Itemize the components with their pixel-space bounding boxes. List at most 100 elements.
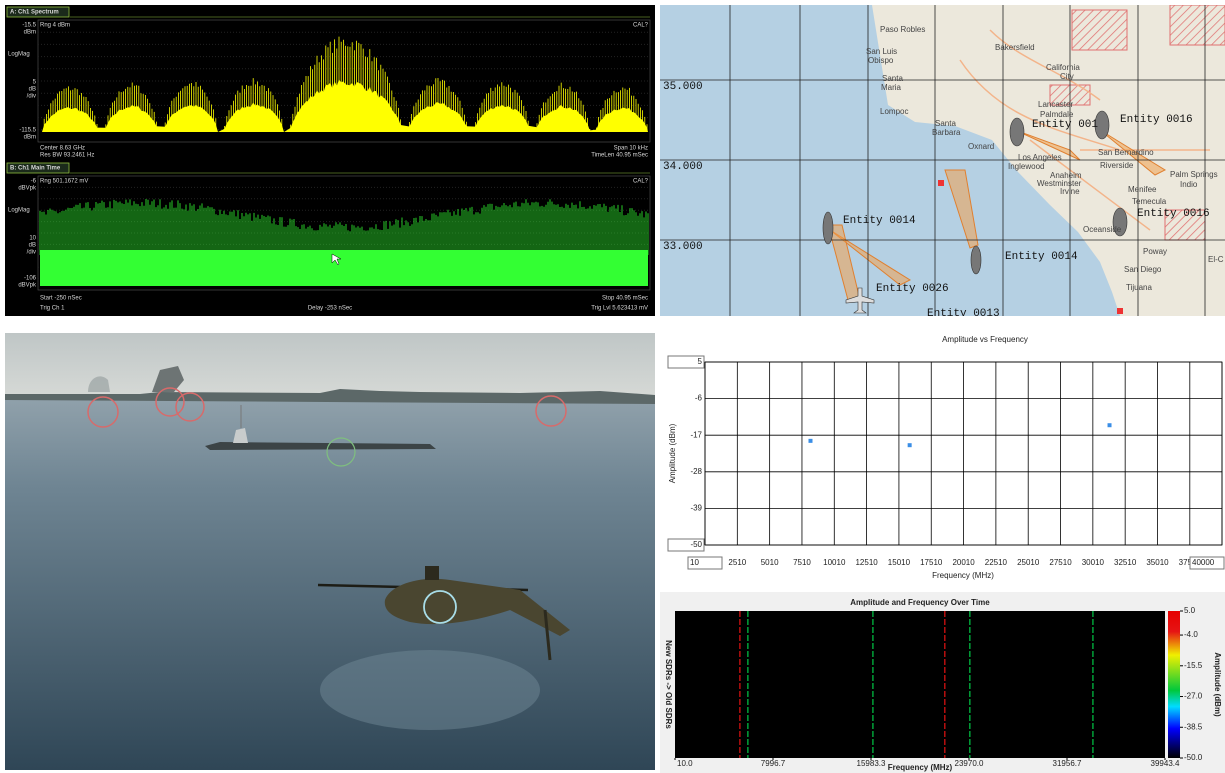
ocean xyxy=(660,5,1120,316)
y-tick-label: 5 xyxy=(698,357,703,366)
colorbar-tick-label: -4.0 xyxy=(1184,630,1198,639)
place-label: Lancaster xyxy=(1038,100,1073,109)
colorbar-tick-label: 5.0 xyxy=(1184,606,1196,615)
x-tick-label: 30010 xyxy=(1082,558,1105,567)
scale-unit: /div xyxy=(27,94,36,100)
x-tick-label: 2510 xyxy=(728,558,746,567)
bottom-unit: dBm xyxy=(24,135,36,141)
selection-marker xyxy=(423,590,457,624)
entity-icon xyxy=(970,245,982,275)
y-tick-label: -39 xyxy=(690,504,702,513)
x-tick-label: 27510 xyxy=(1049,558,1072,567)
place-label: Oceanside xyxy=(1083,225,1122,234)
cal-label: CAL? xyxy=(633,23,649,29)
x-tick-label: 7996.7 xyxy=(761,759,786,768)
marker xyxy=(938,180,944,186)
x-axis-label: Frequency (MHz) xyxy=(932,571,994,580)
chart-title: Amplitude and Frequency Over Time xyxy=(850,598,990,607)
coastline xyxy=(5,389,655,404)
bottom-unit: dBVpk xyxy=(18,283,37,289)
chart-title: Amplitude vs Frequency xyxy=(942,335,1028,344)
entity-label: Entity 0016 xyxy=(1120,114,1193,126)
top-scale: -6 xyxy=(31,179,37,185)
panel-tab xyxy=(6,162,70,174)
sensor-cone xyxy=(1099,129,1167,176)
colorbar xyxy=(1168,611,1180,758)
entity-icon xyxy=(1009,117,1025,147)
map-labels: 35.000 34.000 33.000 Paso Robles Bakersfield… xyxy=(663,25,1224,320)
place-label: Irvine xyxy=(1060,187,1080,196)
y-axis-label: Amplitude (dBm) xyxy=(668,423,677,483)
place-label: Poway xyxy=(1143,247,1167,256)
scale-value: 5 xyxy=(33,80,37,86)
place-label: Oxnard xyxy=(968,142,994,151)
smoke xyxy=(88,376,110,392)
charts: Amplitude vs Frequency 5 -6 -17 -28 -39 -50 10 2… xyxy=(664,335,1225,772)
sensor-cone xyxy=(944,169,979,249)
y-tick-label: -28 xyxy=(690,467,702,476)
x-tick-label: 10.0 xyxy=(677,759,693,768)
entity-icon xyxy=(822,211,834,245)
place-label: El-C xyxy=(1208,255,1224,264)
latitude-label: 35.000 xyxy=(663,81,703,93)
footer-left: Center 8.63 GHz xyxy=(40,146,85,152)
rotor-hub xyxy=(425,566,439,580)
x-tick-label: 10010 xyxy=(823,558,846,567)
place-label: Barbara xyxy=(932,128,961,137)
place-label: San Bernardino xyxy=(1098,148,1154,157)
x-tick-label: 20010 xyxy=(952,558,975,567)
target-marker xyxy=(175,392,205,422)
place-label: Westminster xyxy=(1037,179,1082,188)
map-grid xyxy=(660,5,1225,316)
target-marker xyxy=(87,396,119,428)
footer-left: Res BW 93.2461 Hz xyxy=(40,153,94,159)
roads xyxy=(959,29,1210,231)
place-label: Bakersfield xyxy=(995,43,1035,52)
x-tick-label: 17510 xyxy=(920,558,943,567)
restricted-area xyxy=(1169,5,1225,46)
entity-label: Entity 0014 xyxy=(843,215,916,227)
format-label: LogMag xyxy=(8,208,30,214)
selection-marker xyxy=(326,437,356,467)
entity-icon xyxy=(1094,110,1110,140)
cursor xyxy=(331,253,342,266)
place-label: Santa xyxy=(882,74,903,83)
latitude-label: 33.000 xyxy=(663,241,703,253)
x-tick-label: 7510 xyxy=(793,558,811,567)
y-tick-label: -6 xyxy=(695,394,703,403)
entity-label: Entity 0014 xyxy=(1005,251,1078,263)
colorbar-label: Amplitude (dBm) xyxy=(1213,652,1222,717)
scale-unit: dB xyxy=(29,87,36,93)
plot-area xyxy=(675,611,1165,758)
entity-label: Entity 001 xyxy=(1032,119,1098,131)
y-tick-label: -17 xyxy=(690,430,702,439)
sensor-cone xyxy=(1014,129,1081,161)
footer-right: Span 10 kHz xyxy=(614,146,648,152)
x-tick-label: 12510 xyxy=(855,558,878,567)
launcher xyxy=(152,366,184,392)
limit-box xyxy=(687,556,723,570)
time-fill xyxy=(40,250,648,286)
x-tick-label: 15010 xyxy=(888,558,911,567)
sensor-cone xyxy=(829,229,912,286)
target-marker xyxy=(155,387,185,417)
footer-left: Start -250 nSec xyxy=(40,296,82,302)
x-tick-label: 15983.3 xyxy=(857,759,886,768)
place-label: Lompoc xyxy=(880,107,908,116)
place-label: Santa xyxy=(935,119,956,128)
entity-label: Entity 0013 xyxy=(927,308,1000,320)
y-axis-label: New SDRs -> Old SDRs xyxy=(664,640,673,729)
x-tick-label: 22510 xyxy=(985,558,1008,567)
place-label: Temecula xyxy=(1132,197,1167,206)
data-point xyxy=(808,438,813,443)
place-label: Riverside xyxy=(1100,161,1134,170)
place-label: Paso Robles xyxy=(880,25,925,34)
simulation-view xyxy=(5,333,655,770)
tail-rotor xyxy=(543,609,552,661)
limit-box xyxy=(1189,556,1225,570)
colorbar-tick-label: -15.5 xyxy=(1184,661,1203,670)
footer-right: Stop 40.95 mSec xyxy=(602,296,648,302)
x-tick-label: 31956.7 xyxy=(1053,759,1082,768)
place-label: City xyxy=(1060,72,1074,81)
